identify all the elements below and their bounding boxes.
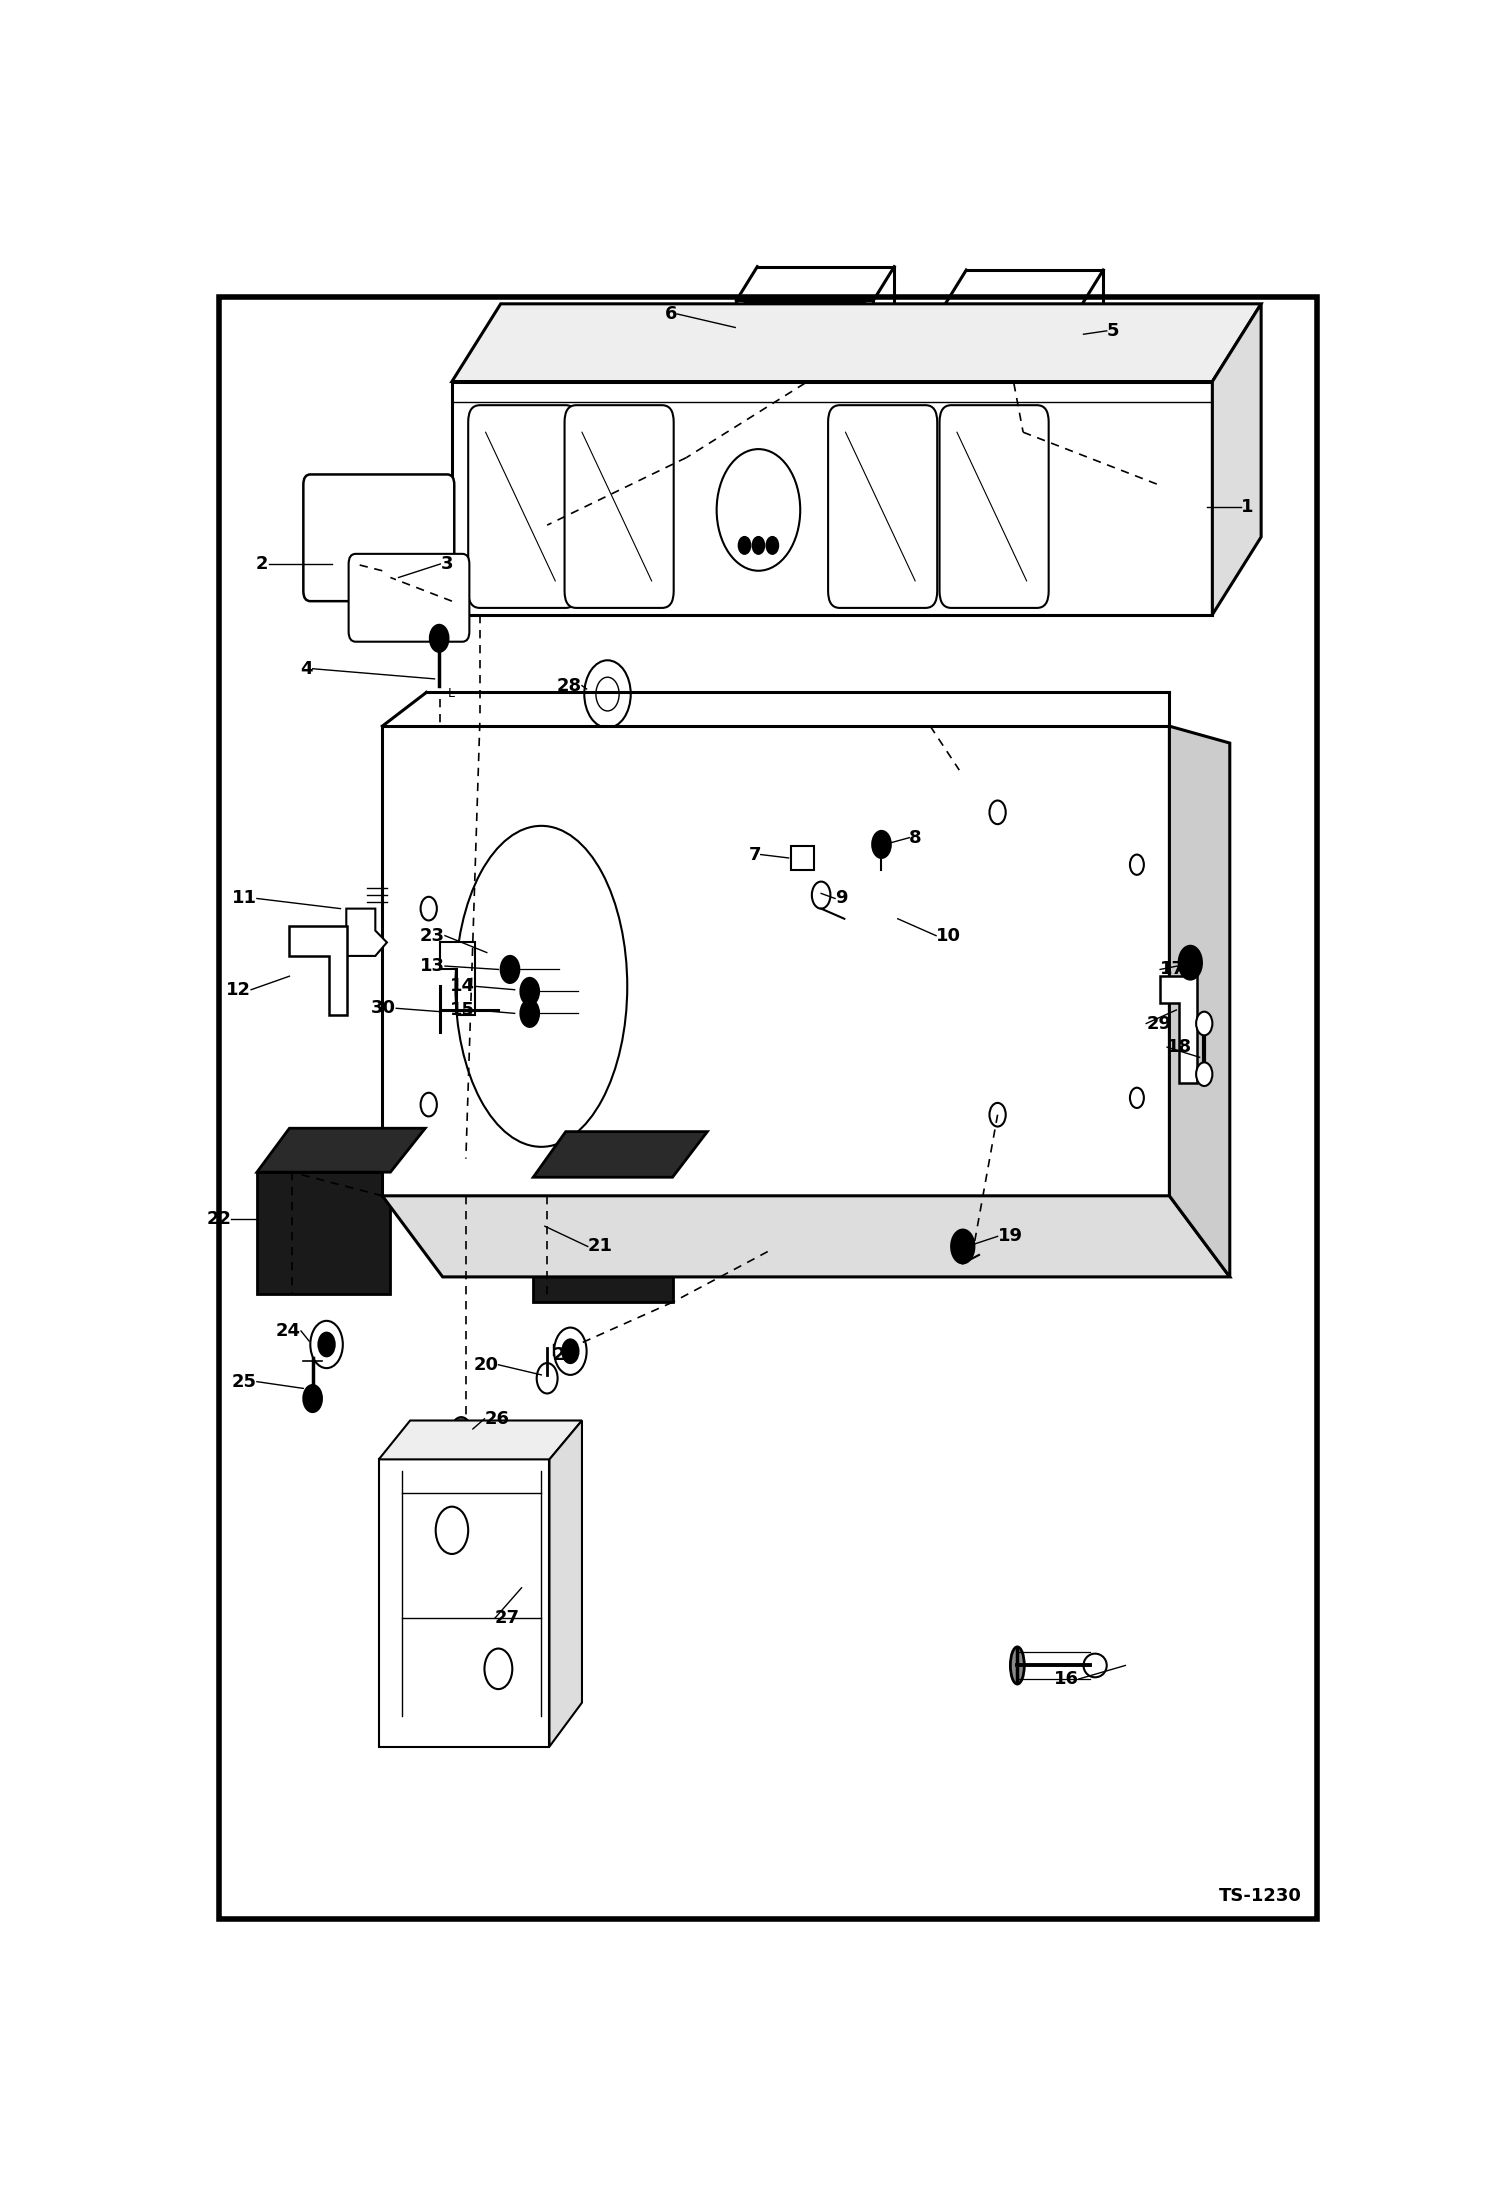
Polygon shape bbox=[452, 303, 1261, 382]
Text: 5: 5 bbox=[1107, 323, 1119, 340]
Text: 23: 23 bbox=[419, 926, 445, 946]
Circle shape bbox=[536, 1362, 557, 1393]
Text: 18: 18 bbox=[1167, 1038, 1192, 1055]
Polygon shape bbox=[550, 1420, 581, 1746]
Text: 11: 11 bbox=[232, 889, 258, 908]
Polygon shape bbox=[379, 1459, 550, 1746]
Circle shape bbox=[562, 1338, 578, 1362]
Text: 24: 24 bbox=[553, 1345, 578, 1365]
Text: 19: 19 bbox=[998, 1226, 1023, 1246]
Text: 21: 21 bbox=[587, 1237, 613, 1255]
Text: 7: 7 bbox=[749, 845, 761, 864]
Text: 24: 24 bbox=[276, 1323, 301, 1341]
Text: 28: 28 bbox=[557, 676, 581, 695]
Text: 2: 2 bbox=[256, 555, 268, 573]
Circle shape bbox=[319, 1332, 334, 1356]
Circle shape bbox=[1179, 946, 1201, 979]
Circle shape bbox=[767, 538, 777, 553]
Polygon shape bbox=[440, 943, 475, 1016]
Circle shape bbox=[421, 1093, 437, 1117]
Text: 14: 14 bbox=[451, 976, 475, 996]
Circle shape bbox=[520, 979, 539, 1005]
Text: 8: 8 bbox=[909, 829, 921, 847]
Polygon shape bbox=[533, 1132, 707, 1178]
Text: 13: 13 bbox=[419, 957, 445, 974]
Circle shape bbox=[303, 1384, 322, 1413]
Circle shape bbox=[1129, 1088, 1144, 1108]
Text: L: L bbox=[448, 687, 454, 700]
Circle shape bbox=[430, 625, 448, 652]
Circle shape bbox=[596, 678, 619, 711]
FancyBboxPatch shape bbox=[939, 406, 1049, 608]
Polygon shape bbox=[452, 382, 1212, 614]
Text: 16: 16 bbox=[1055, 1670, 1079, 1687]
Polygon shape bbox=[1170, 726, 1230, 1277]
Circle shape bbox=[739, 538, 750, 553]
Polygon shape bbox=[379, 1420, 581, 1459]
Circle shape bbox=[554, 1327, 587, 1376]
Polygon shape bbox=[945, 303, 1083, 382]
Polygon shape bbox=[289, 926, 348, 1016]
Ellipse shape bbox=[1083, 1654, 1107, 1676]
Circle shape bbox=[990, 801, 1005, 825]
Polygon shape bbox=[1159, 976, 1197, 1082]
Circle shape bbox=[1195, 1011, 1212, 1036]
Text: 20: 20 bbox=[473, 1356, 499, 1373]
Circle shape bbox=[872, 832, 891, 858]
Polygon shape bbox=[382, 726, 1170, 1196]
Circle shape bbox=[436, 1507, 469, 1553]
FancyBboxPatch shape bbox=[565, 406, 674, 608]
Text: 22: 22 bbox=[207, 1211, 231, 1229]
Polygon shape bbox=[346, 908, 386, 957]
Text: 25: 25 bbox=[232, 1373, 258, 1391]
Text: 29: 29 bbox=[1146, 1014, 1171, 1033]
Circle shape bbox=[716, 450, 800, 570]
Text: 4: 4 bbox=[300, 660, 313, 678]
Circle shape bbox=[1129, 856, 1144, 875]
Circle shape bbox=[520, 1000, 539, 1027]
FancyBboxPatch shape bbox=[469, 406, 577, 608]
FancyBboxPatch shape bbox=[303, 474, 454, 601]
Circle shape bbox=[1195, 1062, 1212, 1086]
Text: 3: 3 bbox=[440, 555, 452, 573]
Text: 6: 6 bbox=[665, 305, 677, 323]
Text: 30: 30 bbox=[372, 998, 395, 1018]
Circle shape bbox=[310, 1321, 343, 1369]
Circle shape bbox=[500, 957, 520, 983]
Polygon shape bbox=[791, 847, 815, 869]
Polygon shape bbox=[258, 1128, 425, 1172]
Polygon shape bbox=[382, 1196, 1230, 1277]
FancyBboxPatch shape bbox=[742, 303, 869, 377]
Circle shape bbox=[752, 538, 764, 553]
Text: 12: 12 bbox=[226, 981, 252, 998]
FancyBboxPatch shape bbox=[828, 406, 938, 608]
Text: 15: 15 bbox=[451, 1000, 475, 1018]
Text: 10: 10 bbox=[936, 926, 962, 946]
Circle shape bbox=[951, 1229, 974, 1264]
Text: 17: 17 bbox=[1159, 961, 1185, 979]
Text: 9: 9 bbox=[834, 889, 848, 908]
Ellipse shape bbox=[455, 825, 628, 1147]
Circle shape bbox=[812, 882, 830, 908]
Text: 1: 1 bbox=[1242, 498, 1254, 516]
FancyBboxPatch shape bbox=[349, 553, 469, 641]
Text: 26: 26 bbox=[484, 1411, 509, 1428]
Circle shape bbox=[990, 1104, 1005, 1126]
Bar bbox=[258, 1172, 391, 1294]
Text: 27: 27 bbox=[494, 1608, 520, 1628]
Circle shape bbox=[484, 1648, 512, 1689]
Polygon shape bbox=[737, 301, 873, 377]
FancyBboxPatch shape bbox=[950, 305, 1077, 380]
Text: TS-1230: TS-1230 bbox=[1219, 1887, 1302, 1904]
Circle shape bbox=[421, 897, 437, 921]
Circle shape bbox=[584, 660, 631, 728]
Circle shape bbox=[451, 1417, 472, 1448]
Ellipse shape bbox=[1010, 1648, 1025, 1685]
Polygon shape bbox=[1212, 303, 1261, 614]
Bar bbox=[533, 1178, 673, 1303]
